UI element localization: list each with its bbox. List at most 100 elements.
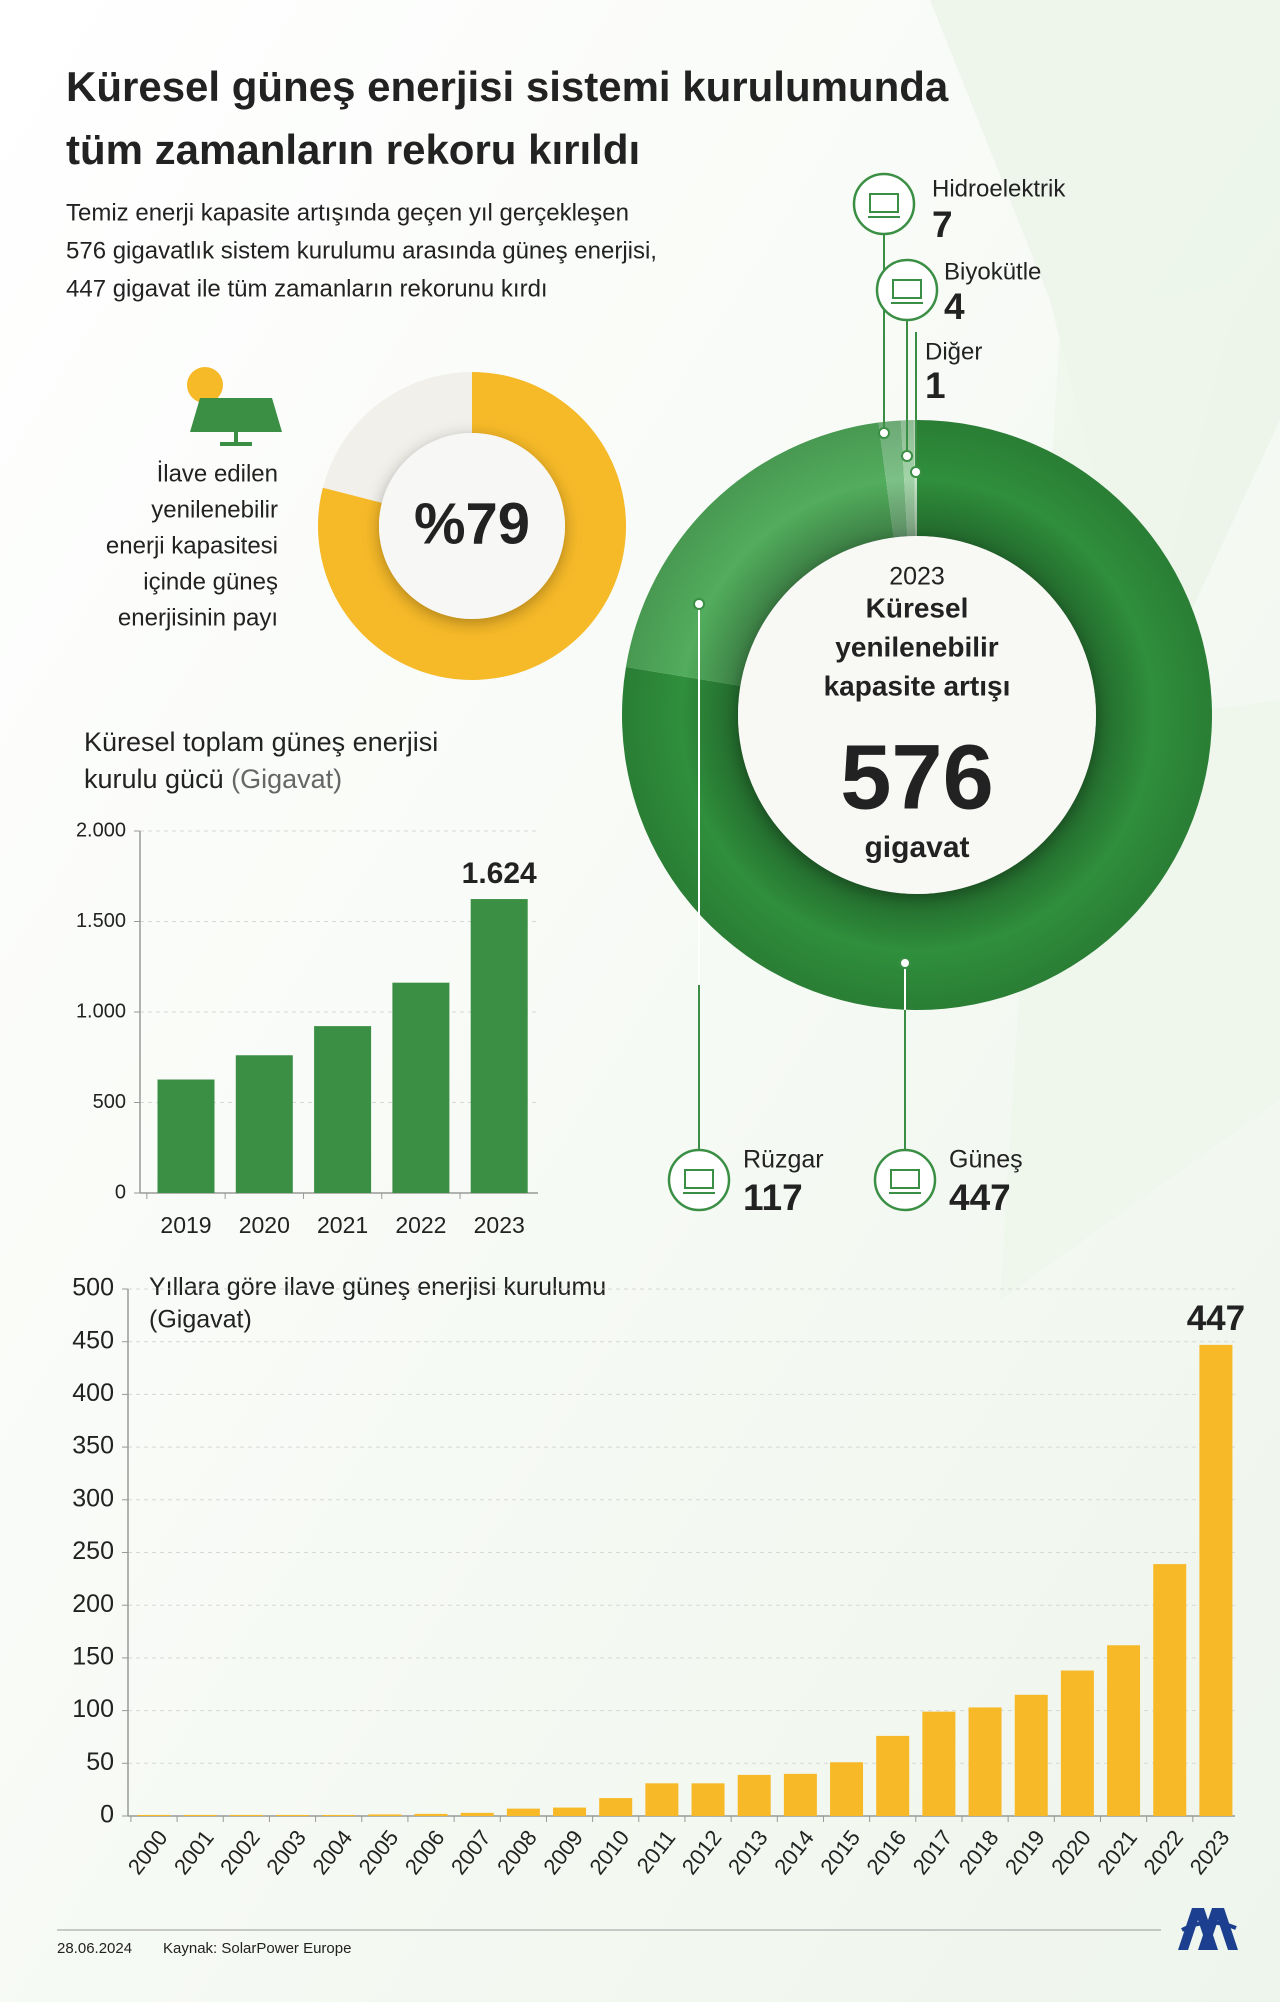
donut-caption: enerji kapasitesi [106, 532, 278, 559]
bar [968, 1707, 1002, 1816]
icon-circle [667, 1148, 731, 1212]
donut-center [379, 433, 565, 619]
bar [1199, 1344, 1233, 1816]
bar [830, 1762, 864, 1816]
icon-shape [684, 1169, 714, 1189]
y-tick-label: 500 [93, 1091, 126, 1113]
callout-label: Biyokütle [944, 258, 1041, 285]
donut-segment [318, 372, 626, 680]
bar [599, 1798, 633, 1816]
bar [1107, 1645, 1141, 1816]
footer-date: 28.06.2024 [57, 1940, 132, 1957]
pie-total: 576 [840, 726, 994, 828]
callout-dot [899, 957, 911, 969]
donut-caption: içinde güneş [143, 568, 278, 595]
x-tick-label: 2019 [160, 1212, 211, 1238]
icon-circle [875, 258, 939, 322]
bar [553, 1807, 587, 1816]
pie-total-unit: gigavat [864, 831, 969, 864]
x-tick-label: 2020 [239, 1212, 290, 1238]
donut-caption: enerjisinin payı [118, 604, 278, 631]
y-tick-label: 150 [72, 1643, 114, 1671]
icon-circle [852, 172, 916, 236]
bar [737, 1774, 771, 1816]
pie-year: 2023 [889, 563, 945, 591]
bar [392, 982, 450, 1193]
chart-title: kurulu gücü (Gigavat) [84, 764, 342, 794]
y-tick-label: 2.000 [76, 819, 126, 841]
y-tick-label: 400 [72, 1379, 114, 1407]
pie-center-title: yenilenebilir [835, 631, 998, 662]
logo-shape [1181, 1920, 1237, 1932]
bar [1060, 1670, 1094, 1816]
value-label: 1.624 [462, 857, 537, 890]
subtitle: Temiz enerji kapasite artışında geçen yı… [66, 199, 629, 226]
bar [157, 1079, 215, 1193]
bar [645, 1783, 679, 1816]
chart-title-text: kurulu gücü [84, 764, 224, 794]
y-tick-label: 300 [72, 1484, 114, 1512]
title: Küresel güneş enerjisi sistemi kurulumun… [66, 63, 949, 110]
bar [1153, 1564, 1187, 1816]
callout-dot [910, 466, 922, 478]
chart-title-text: Yıllara göre ilave güneş enerjisi kurulu… [149, 1273, 606, 1301]
callout-dot [901, 450, 913, 462]
pie-center-title: kapasite artışı [824, 670, 1011, 701]
chart-unit: (Gigavat) [149, 1306, 252, 1334]
bar [414, 1813, 448, 1816]
subtitle: 447 gigavat ile tüm zamanların rekorunu … [66, 275, 548, 302]
bar [1014, 1694, 1048, 1816]
sun-icon [187, 367, 223, 403]
bar [783, 1773, 817, 1816]
bar [235, 1055, 293, 1193]
icon-shape [869, 193, 899, 213]
x-tick-label: 2021 [317, 1212, 368, 1238]
chart-title: Yıllara göre ilave güneş enerjisi kurulu… [149, 1273, 606, 1301]
callout-value: 7 [932, 204, 953, 245]
icon-circle [873, 1148, 937, 1212]
y-tick-label: 100 [72, 1695, 114, 1723]
y-tick-label: 0 [115, 1181, 126, 1203]
bar [460, 1812, 494, 1816]
callout-value: 447 [949, 1177, 1011, 1218]
pie-center [738, 536, 1096, 894]
callout-dot [878, 427, 890, 439]
y-tick-label: 350 [72, 1432, 114, 1460]
subtitle: 576 gigavatlık sistem kurulumu arasında … [66, 237, 657, 264]
bar [922, 1711, 956, 1816]
pie-center-title: Küresel [866, 592, 969, 623]
icon-shape [890, 1169, 920, 1189]
bar [229, 1814, 263, 1816]
x-tick-label: 2022 [395, 1212, 446, 1238]
callout-value: 4 [944, 286, 965, 327]
logo [1178, 1908, 1238, 1950]
callout-label: Hidroelektrik [932, 175, 1066, 202]
callout-value: 1 [925, 365, 946, 406]
icon-shape [892, 279, 922, 299]
bar [691, 1783, 725, 1816]
bar [368, 1814, 402, 1816]
y-tick-label: 1.500 [76, 910, 126, 932]
bar [137, 1814, 171, 1816]
x-tick-label: 2023 [474, 1212, 525, 1238]
donut-value-label: %79 [414, 491, 530, 556]
bar [322, 1814, 356, 1816]
logo-shape [1198, 1908, 1238, 1950]
panel-icon [190, 398, 282, 432]
chart-title: Küresel toplam güneş enerjisi [84, 727, 438, 757]
y-tick-label: 200 [72, 1590, 114, 1618]
chart-unit: (Gigavat) [231, 764, 342, 794]
donut-caption: İlave edilen [157, 460, 278, 487]
bar [183, 1814, 217, 1816]
title: tüm zamanların rekoru kırıldı [66, 126, 640, 173]
callout-value: 117 [743, 1177, 803, 1218]
y-tick-label: 0 [100, 1801, 114, 1829]
donut-caption: yenilenebilir [151, 496, 278, 523]
callout-label: Güneş [949, 1146, 1023, 1174]
y-tick-label: 50 [86, 1748, 114, 1776]
y-tick-label: 500 [72, 1274, 114, 1302]
chart-title-text: Küresel toplam güneş enerjisi [84, 727, 438, 757]
bar [276, 1814, 310, 1816]
bar [506, 1808, 540, 1816]
